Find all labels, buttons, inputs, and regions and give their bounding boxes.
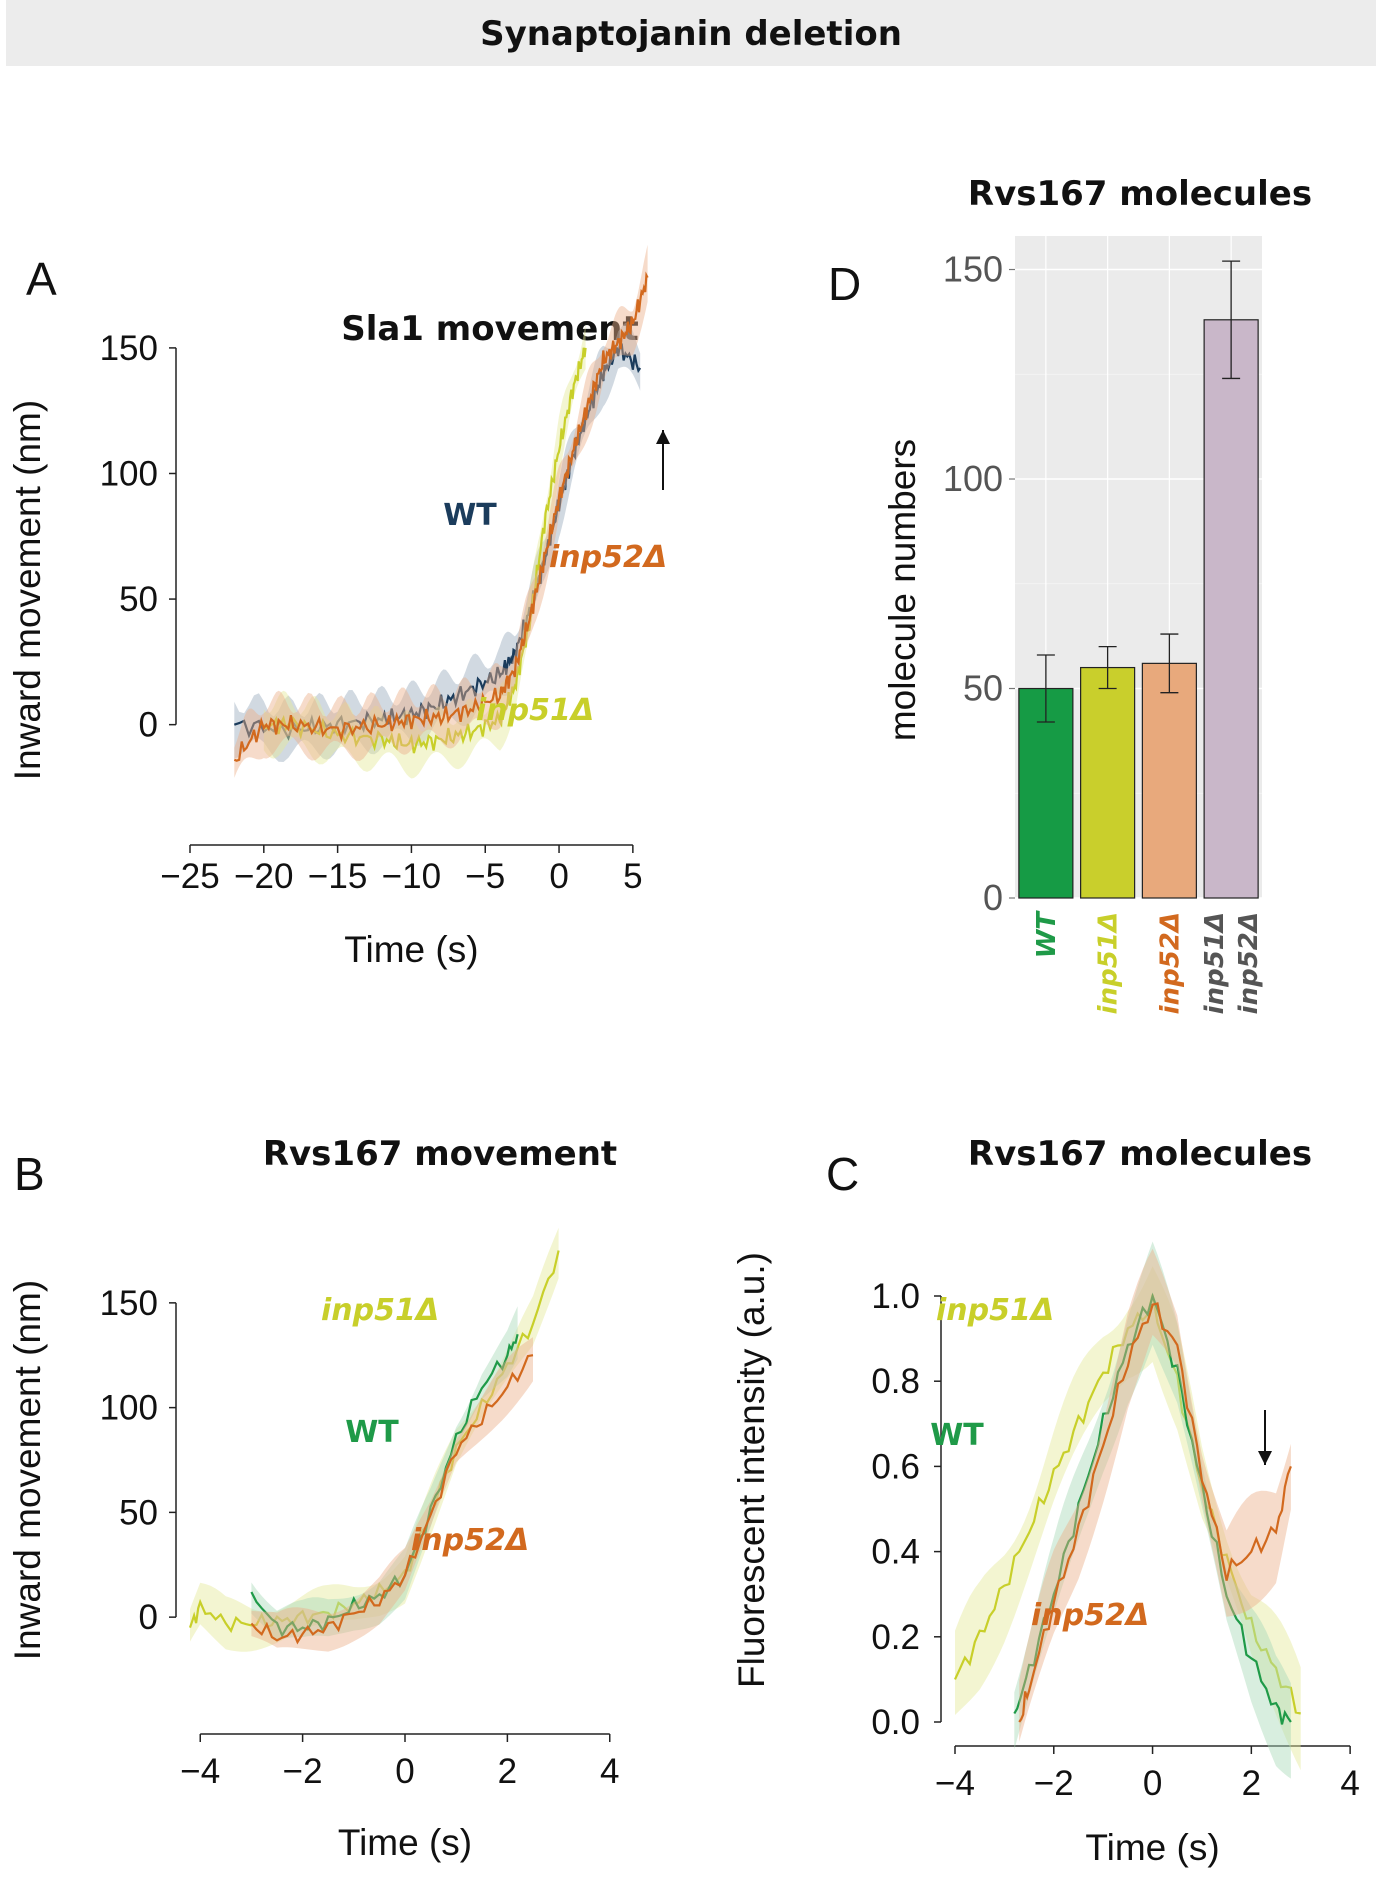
y-axis-label: molecule numbers: [882, 439, 923, 741]
x-tick-label: −15: [308, 857, 367, 896]
y-tick-label: 0: [139, 1598, 158, 1637]
series-label: inp52Δ: [411, 1523, 529, 1558]
figure-title: Synaptojanin deletion: [480, 14, 902, 54]
series-label: inp51Δ: [321, 1293, 439, 1328]
panel-C: C Rvs167 molecules 0.0 0.2 0.4 0.6 0.8 1.0 −4 −2 0…: [731, 1134, 1360, 1868]
x-tick-label: −2: [283, 1752, 323, 1791]
y-tick-label: 0.8: [871, 1362, 920, 1401]
y-tick-label: 0: [139, 706, 158, 745]
y-tick-label: 0.4: [871, 1533, 920, 1572]
series-label: inp51Δ: [476, 693, 594, 728]
y-tick-label: 150: [100, 1284, 158, 1323]
y-tick-label: 0.0: [871, 1703, 920, 1742]
panel-B: B Rvs167 movement 0 50 100 150 −4 −2 0 2 4 Time (s)…: [7, 1134, 619, 1863]
bar-1: [1080, 666, 1136, 899]
x-tick-label: −4: [180, 1752, 220, 1791]
series-label: inp52Δ: [1031, 1598, 1149, 1633]
category-label: inp51Δ: [1200, 912, 1230, 1014]
y-tick-label: 100: [100, 454, 158, 493]
panel-title-A: Sla1 movement: [341, 309, 639, 349]
category-label: inp52Δ: [1155, 912, 1185, 1014]
panel-letter-C: C: [826, 1148, 859, 1200]
series-band-2: [251, 1337, 533, 1652]
y-tick-label: 0.2: [871, 1618, 920, 1657]
annotation-arrow-head: [656, 430, 670, 444]
y-axis-label: Inward movement (nm): [7, 1280, 48, 1660]
series-line-0: [233, 343, 642, 741]
panel-A: A Sla1 movement 0 50 100 150 −25 −20 −15 −10 −5 0 5 T…: [7, 244, 670, 970]
x-tick-label: −5: [465, 857, 505, 896]
series-label: inp51Δ: [936, 1293, 1054, 1328]
y-tick-label: 50: [963, 668, 1003, 709]
x-tick-label: 2: [498, 1752, 517, 1791]
series-band-2: [234, 244, 648, 778]
series-label: WT: [345, 1415, 399, 1450]
series-band-0: [190, 1227, 559, 1652]
x-axis-label: Time (s): [344, 929, 478, 970]
x-tick-label: −2: [1034, 1764, 1074, 1803]
x-tick-label: −20: [234, 857, 293, 896]
x-tick-label: 4: [1340, 1764, 1359, 1803]
series-label: WT: [443, 498, 497, 533]
panel-title-C: Rvs167 molecules: [968, 1134, 1312, 1174]
series-band-1: [1014, 1241, 1291, 1779]
bar-2: [1141, 662, 1197, 899]
panel-title-B: Rvs167 movement: [263, 1134, 617, 1174]
x-tick-label: 2: [1242, 1764, 1261, 1803]
series-line-1: [262, 347, 587, 754]
series-line-1: [1013, 1292, 1292, 1725]
series-line-2: [1018, 1302, 1292, 1723]
bar-3: [1203, 319, 1259, 899]
title-banner: Synaptojanin deletion: [6, 0, 1376, 66]
x-axis-label: Time (s): [1085, 1827, 1219, 1868]
x-tick-label: 0: [1143, 1764, 1162, 1803]
panel-letter-B: B: [14, 1148, 45, 1200]
series-line-2: [250, 1354, 534, 1645]
series-line-0: [188, 1250, 560, 1634]
y-tick-label: 150: [100, 329, 158, 368]
y-axis-label: Fluorescent intensity (a.u.): [731, 1252, 772, 1688]
annotation-arrow-head: [1258, 1451, 1272, 1465]
x-tick-label: 5: [623, 857, 642, 896]
series-line-2: [233, 271, 649, 762]
y-tick-label: 100: [100, 1389, 158, 1428]
series-line-1: [250, 1334, 519, 1638]
panel-letter-D: D: [828, 258, 861, 310]
series-line-0: [954, 1294, 1301, 1715]
series-label: WT: [930, 1418, 984, 1453]
panel-title-D: Rvs167 molecules: [968, 174, 1312, 214]
y-tick-label: 1.0: [871, 1277, 920, 1316]
category-label: inp51Δ: [1094, 912, 1124, 1014]
category-label: inp52Δ: [1234, 912, 1264, 1014]
bar-0: [1018, 687, 1074, 899]
panel-letter-A: A: [26, 253, 57, 305]
x-axis-label: Time (s): [338, 1822, 472, 1863]
y-tick-label: 100: [943, 458, 1003, 499]
y-tick-label: 50: [119, 1493, 158, 1532]
x-tick-label: −25: [160, 857, 219, 896]
y-axis-label: Inward movement (nm): [7, 400, 48, 780]
series-band-1: [263, 324, 586, 779]
x-tick-label: 0: [395, 1752, 414, 1791]
x-tick-label: −4: [935, 1764, 975, 1803]
y-tick-label: 0: [983, 877, 1003, 918]
y-tick-label: 0.6: [871, 1447, 920, 1486]
x-tick-label: 4: [600, 1752, 619, 1791]
x-tick-label: −10: [382, 857, 441, 896]
series-label: inp52Δ: [549, 540, 667, 575]
series-band-0: [234, 322, 641, 762]
y-tick-label: 150: [943, 249, 1003, 290]
x-tick-label: 0: [549, 857, 568, 896]
y-tick-label: 50: [119, 580, 158, 619]
category-label: WT: [1032, 910, 1062, 959]
